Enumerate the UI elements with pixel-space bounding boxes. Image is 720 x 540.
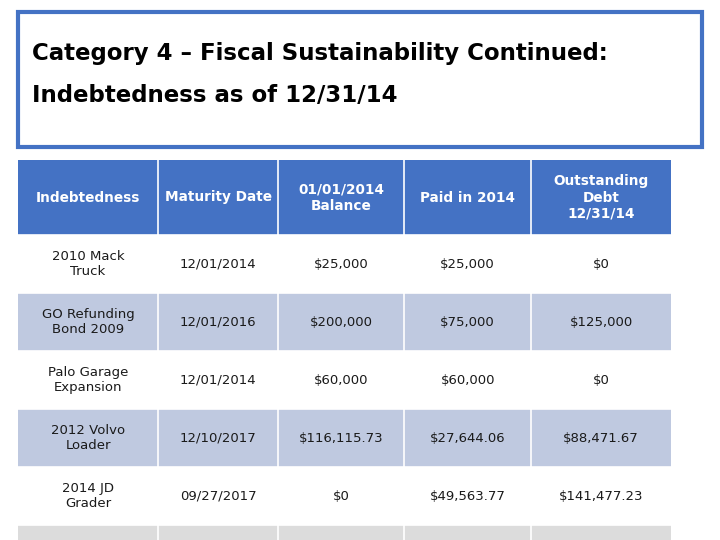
Bar bbox=[18, 525, 158, 540]
Bar bbox=[158, 351, 278, 409]
Bar bbox=[158, 409, 278, 467]
Text: $0: $0 bbox=[593, 258, 610, 271]
Bar bbox=[278, 409, 405, 467]
Text: $60,000: $60,000 bbox=[314, 374, 369, 387]
Text: $25,000: $25,000 bbox=[441, 258, 495, 271]
Text: Maturity Date: Maturity Date bbox=[165, 191, 271, 205]
Bar bbox=[18, 351, 158, 409]
Text: 09/27/2017: 09/27/2017 bbox=[180, 489, 256, 503]
Text: $27,644.06: $27,644.06 bbox=[430, 431, 505, 444]
Text: Outstanding
Debt
12/31/14: Outstanding Debt 12/31/14 bbox=[554, 174, 649, 221]
Bar bbox=[405, 467, 531, 525]
Bar bbox=[278, 293, 405, 351]
Bar bbox=[531, 293, 671, 351]
Bar bbox=[531, 351, 671, 409]
Bar bbox=[158, 525, 278, 540]
Text: Category 4 – Fiscal Sustainability Continued:: Category 4 – Fiscal Sustainability Conti… bbox=[32, 42, 608, 65]
Bar bbox=[278, 235, 405, 293]
Bar bbox=[158, 160, 278, 235]
Bar bbox=[405, 235, 531, 293]
Bar bbox=[18, 293, 158, 351]
Text: $49,563.77: $49,563.77 bbox=[430, 489, 505, 503]
Text: Indebtedness: Indebtedness bbox=[36, 191, 140, 205]
Text: 2014 JD
Grader: 2014 JD Grader bbox=[62, 482, 114, 510]
Bar bbox=[531, 160, 671, 235]
Bar bbox=[18, 160, 158, 235]
Bar bbox=[158, 467, 278, 525]
Text: $141,477.23: $141,477.23 bbox=[559, 489, 644, 503]
FancyBboxPatch shape bbox=[18, 12, 702, 147]
Bar bbox=[18, 467, 158, 525]
Bar bbox=[18, 235, 158, 293]
Bar bbox=[531, 467, 671, 525]
Bar bbox=[405, 293, 531, 351]
Bar bbox=[405, 351, 531, 409]
Text: 12/10/2017: 12/10/2017 bbox=[180, 431, 256, 444]
Text: $25,000: $25,000 bbox=[314, 258, 369, 271]
Text: $60,000: $60,000 bbox=[441, 374, 495, 387]
Bar bbox=[158, 235, 278, 293]
Bar bbox=[531, 235, 671, 293]
Bar bbox=[278, 467, 405, 525]
Bar bbox=[531, 525, 671, 540]
Text: $75,000: $75,000 bbox=[441, 315, 495, 328]
Text: 12/01/2014: 12/01/2014 bbox=[180, 374, 256, 387]
Text: 01/01/2014
Balance: 01/01/2014 Balance bbox=[298, 183, 384, 213]
Bar bbox=[158, 293, 278, 351]
Text: $0: $0 bbox=[593, 374, 610, 387]
Bar bbox=[405, 525, 531, 540]
Text: Palo Garage
Expansion: Palo Garage Expansion bbox=[48, 366, 128, 394]
Bar bbox=[405, 409, 531, 467]
Text: $88,471.67: $88,471.67 bbox=[563, 431, 639, 444]
Bar bbox=[405, 160, 531, 235]
Bar bbox=[18, 409, 158, 467]
Text: Paid in 2014: Paid in 2014 bbox=[420, 191, 516, 205]
Bar bbox=[278, 351, 405, 409]
Text: 12/01/2016: 12/01/2016 bbox=[180, 315, 256, 328]
Text: $125,000: $125,000 bbox=[570, 315, 633, 328]
Bar bbox=[278, 525, 405, 540]
Text: GO Refunding
Bond 2009: GO Refunding Bond 2009 bbox=[42, 308, 135, 336]
Text: 2010 Mack
Truck: 2010 Mack Truck bbox=[52, 250, 125, 278]
Text: 2012 Volvo
Loader: 2012 Volvo Loader bbox=[51, 424, 125, 452]
Text: $116,115.73: $116,115.73 bbox=[299, 431, 384, 444]
Bar bbox=[531, 409, 671, 467]
Text: $0: $0 bbox=[333, 489, 350, 503]
Text: $200,000: $200,000 bbox=[310, 315, 373, 328]
Text: Indebtedness as of 12/31/14: Indebtedness as of 12/31/14 bbox=[32, 84, 397, 107]
Text: 12/01/2014: 12/01/2014 bbox=[180, 258, 256, 271]
Bar bbox=[278, 160, 405, 235]
